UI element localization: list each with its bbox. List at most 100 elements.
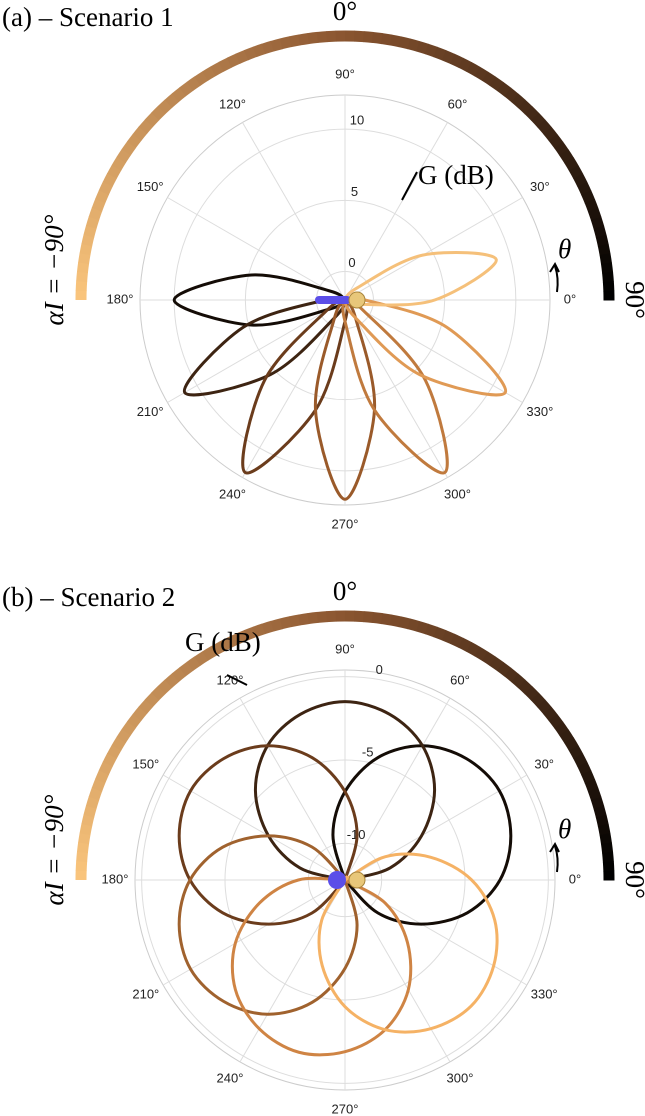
radial-grid-line xyxy=(344,299,523,403)
colorbar-left-label: αI = −90° xyxy=(39,794,69,905)
angle-tick-label: 180° xyxy=(102,871,129,886)
antenna xyxy=(328,871,346,889)
angle-tick-label: 120° xyxy=(217,672,244,687)
colorbar-segment xyxy=(407,38,420,52)
colorbar-segment xyxy=(186,656,201,671)
r-tick-label: 0 xyxy=(376,662,383,677)
colorbar-segment xyxy=(433,626,447,641)
angle-tick-label: 240° xyxy=(219,486,246,501)
colorbar-segment xyxy=(568,165,584,180)
colorbar-segment xyxy=(157,679,173,695)
colorbar-segment xyxy=(78,252,91,265)
colorbar-segment xyxy=(597,823,611,836)
colorbar-segment xyxy=(543,706,558,722)
gain-label: G (dB) xyxy=(185,627,261,657)
colorbar-segment xyxy=(590,216,605,230)
theta-arrow xyxy=(549,841,560,873)
colorbar-segment xyxy=(559,729,574,744)
radial-grid-line xyxy=(344,299,448,478)
radial-grid-line xyxy=(162,774,346,881)
colorbar-segment xyxy=(261,620,275,635)
colorbar-segment xyxy=(511,93,526,109)
colorbar-segment xyxy=(524,106,540,121)
colorbar-segment xyxy=(372,611,383,625)
colorbar-right-label: 90° xyxy=(620,281,645,319)
colorbar-segment xyxy=(83,225,97,238)
colorbar-segment xyxy=(548,134,564,149)
angle-tick-label: 120° xyxy=(219,97,246,112)
gain-arrow xyxy=(226,674,248,686)
colorbar-segment xyxy=(76,842,90,853)
colorbar-left-label: αI = −90° xyxy=(39,214,69,325)
colorbar-segment xyxy=(587,787,602,801)
angle-tick-label: 90° xyxy=(335,66,355,81)
colorbar-segment xyxy=(504,87,519,103)
colorbar-segment xyxy=(298,613,310,626)
colorbar-segment xyxy=(85,216,100,229)
colorbar-segment xyxy=(489,656,504,672)
colorbar-segment xyxy=(79,823,93,836)
colorbar-segment xyxy=(298,33,310,46)
colorbar-segment xyxy=(171,667,187,682)
colorbar-segment xyxy=(194,71,209,86)
angle-tick-label: 90° xyxy=(335,641,355,656)
colorbar-segment xyxy=(559,149,574,164)
colorbar-segment xyxy=(517,679,533,695)
gain-label: G (dB) xyxy=(418,160,494,190)
colorbar-segment xyxy=(380,613,393,626)
radial-grid-line xyxy=(239,697,346,881)
colorbar-segment xyxy=(85,796,100,809)
angle-tick-label: 330° xyxy=(531,986,558,1001)
angle-tick-label: 30° xyxy=(530,179,550,194)
colorbar-segment xyxy=(590,796,605,810)
colorbar-segment xyxy=(354,30,365,43)
colorbar-segment xyxy=(91,198,106,212)
angle-tick-label: 180° xyxy=(107,291,134,306)
colorbar-segment xyxy=(416,620,429,635)
r-tick-label: 5 xyxy=(351,184,358,199)
colorbar-segment xyxy=(288,34,301,48)
angle-tick-label: 150° xyxy=(137,179,164,194)
colorbar-segment xyxy=(235,49,249,64)
panel-title: (a) – Scenario 1 xyxy=(2,2,174,32)
theta-label: θ xyxy=(558,814,571,844)
colorbar-segment xyxy=(126,133,142,149)
colorbar-segment xyxy=(450,633,464,648)
colorbar-segment xyxy=(600,842,614,854)
colorbar-segment xyxy=(138,699,154,714)
colorbar-segment xyxy=(98,761,113,775)
angle-tick-label: 300° xyxy=(447,1071,474,1086)
colorbar-segment xyxy=(116,728,131,744)
colorbar-segment xyxy=(83,805,97,818)
colorbar-segment xyxy=(543,126,558,142)
colorbar-segment xyxy=(95,769,110,784)
colorbar-segment xyxy=(102,753,117,767)
colorbar-segment xyxy=(76,851,88,862)
colorbar-segment xyxy=(524,686,540,701)
colorbar-segment xyxy=(75,280,88,291)
colorbar-segment xyxy=(584,779,599,793)
colorbar-segment xyxy=(517,99,533,115)
colorbar-segment xyxy=(577,761,592,776)
colorbar-segment xyxy=(481,71,497,86)
colorbar-segment xyxy=(496,661,512,677)
colorbar-segment xyxy=(389,614,402,628)
radial-grid-line xyxy=(167,197,346,301)
colorbar-segment xyxy=(564,737,579,752)
colorbar-segment xyxy=(261,40,275,55)
radial-grid-line xyxy=(344,879,451,1063)
colorbar-segment xyxy=(179,661,194,677)
colorbar-segment xyxy=(554,721,569,736)
radial-grid-line xyxy=(242,122,346,301)
radial-grid-line xyxy=(344,697,451,881)
colorbar-segment xyxy=(441,630,456,645)
gain-curve xyxy=(230,876,413,1057)
colorbar-segment xyxy=(496,81,512,97)
colorbar-segment xyxy=(121,721,137,736)
colorbar-segment xyxy=(537,119,552,135)
colorbar-segment xyxy=(530,692,546,708)
colorbar-segment xyxy=(363,611,374,623)
colorbar-segment xyxy=(107,164,122,179)
colorbar-segment xyxy=(530,112,546,128)
colorbar-segment xyxy=(95,189,110,204)
